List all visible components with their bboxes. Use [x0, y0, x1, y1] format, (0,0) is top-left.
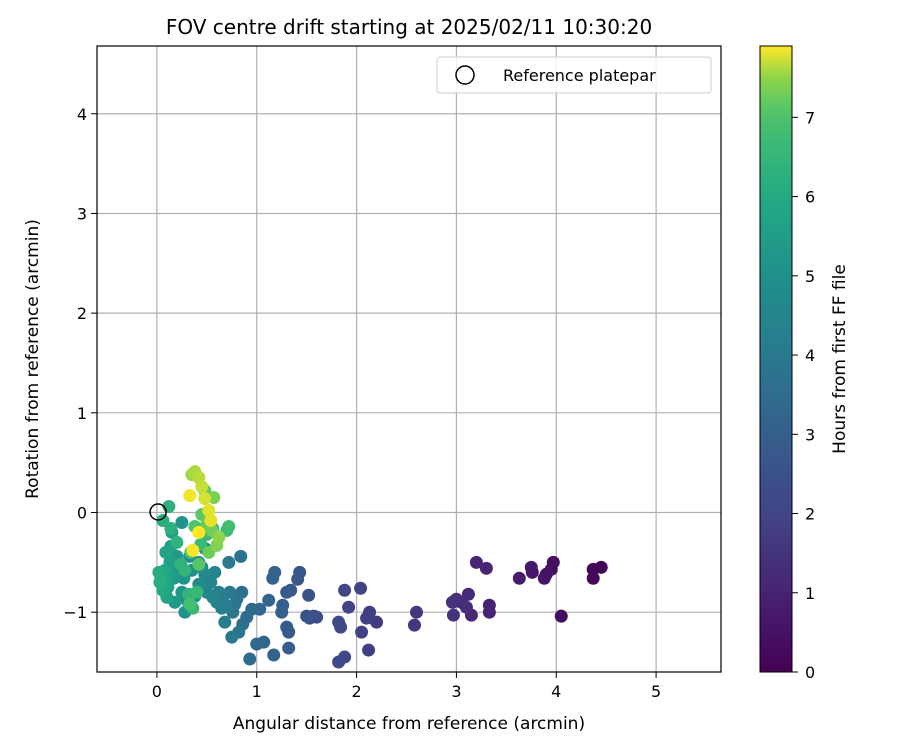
- legend-entry-reference-platepar: Reference platepar: [503, 66, 656, 85]
- data-point: [300, 609, 314, 623]
- data-point: [482, 605, 496, 619]
- data-point: [156, 513, 170, 527]
- x-axis-ticks: 0 1 2 3 4 5: [152, 672, 661, 701]
- colorbar-ticks: 0 1 2 3 4 5 6 7: [792, 108, 815, 682]
- data-point: [332, 615, 346, 629]
- data-point: [302, 588, 316, 602]
- data-point: [362, 643, 376, 657]
- scatter-points: [152, 465, 608, 669]
- colorbar-tick-label: 6: [805, 188, 815, 207]
- colorbar-tick-label: 3: [805, 425, 815, 444]
- colorbar-tick-label: 4: [805, 346, 815, 365]
- data-point: [152, 565, 166, 579]
- data-point: [204, 513, 218, 527]
- data-point: [586, 571, 600, 585]
- data-point: [409, 605, 423, 619]
- data-point: [212, 530, 226, 544]
- data-point: [342, 600, 356, 614]
- x-tick-label: 5: [651, 682, 661, 701]
- data-point: [170, 535, 184, 549]
- data-point: [524, 560, 538, 574]
- data-point: [554, 609, 568, 623]
- plot-frame: [96, 45, 722, 673]
- data-point: [262, 593, 276, 607]
- data-point: [164, 521, 178, 535]
- data-point: [446, 608, 460, 622]
- data-point: [280, 620, 294, 634]
- data-point: [370, 615, 384, 629]
- y-tick-label: 1: [77, 404, 87, 423]
- x-tick-label: 1: [252, 682, 262, 701]
- data-point: [243, 652, 257, 666]
- grid-lines: [97, 46, 721, 672]
- data-point: [355, 625, 369, 639]
- chart-title: FOV centre drift starting at 2025/02/11 …: [166, 15, 652, 39]
- data-point: [512, 571, 526, 585]
- data-point: [267, 648, 281, 662]
- x-axis-label: Angular distance from reference (arcmin): [233, 714, 585, 734]
- data-point: [338, 583, 352, 597]
- data-point: [445, 595, 459, 609]
- data-point: [360, 611, 374, 625]
- data-point: [208, 565, 222, 579]
- colorbar-tick-label: 5: [805, 267, 815, 286]
- y-tick-label: 0: [77, 504, 87, 523]
- data-point: [178, 563, 192, 577]
- colorbar-gradient: [760, 46, 792, 672]
- data-point: [195, 480, 209, 494]
- data-point: [202, 504, 216, 518]
- data-point: [479, 561, 493, 575]
- data-point: [186, 543, 200, 557]
- y-tick-label: 4: [77, 105, 87, 124]
- colorbar-tick-label: 7: [805, 108, 815, 127]
- data-point: [266, 571, 280, 585]
- y-tick-label: −1: [63, 603, 87, 622]
- x-tick-label: 4: [551, 682, 561, 701]
- data-point: [192, 557, 206, 571]
- data-point: [282, 641, 296, 655]
- legend-marker-reference-platepar: [455, 65, 475, 85]
- data-point: [183, 489, 197, 503]
- data-point: [407, 618, 421, 632]
- data-point: [183, 597, 197, 611]
- y-axis-label: Rotation from reference (arcmin): [23, 219, 43, 499]
- data-point: [234, 549, 248, 563]
- data-point: [200, 585, 214, 599]
- legend-box: [436, 56, 712, 94]
- data-point: [280, 585, 294, 599]
- data-point: [250, 637, 264, 651]
- colorbar-label: Hours from first FF file: [830, 264, 850, 454]
- colorbar-tick-label: 2: [805, 505, 815, 524]
- data-point: [332, 655, 346, 669]
- data-point: [537, 571, 551, 585]
- y-tick-label: 2: [77, 304, 87, 323]
- data-point: [354, 581, 368, 595]
- data-point: [175, 515, 189, 529]
- colorbar-frame: [759, 45, 793, 673]
- data-point: [222, 519, 236, 533]
- data-point: [198, 492, 212, 506]
- y-tick-label: 3: [77, 204, 87, 223]
- data-point: [218, 615, 232, 629]
- data-point: [586, 562, 600, 576]
- legend: Reference platepar: [436, 56, 712, 94]
- data-point: [222, 555, 236, 569]
- data-point: [190, 585, 204, 599]
- data-point: [275, 605, 289, 619]
- x-tick-label: 3: [451, 682, 461, 701]
- x-tick-label: 0: [152, 682, 162, 701]
- data-point: [225, 630, 239, 644]
- data-point: [159, 545, 173, 559]
- data-point: [469, 555, 483, 569]
- x-tick-label: 2: [351, 682, 361, 701]
- colorbar-tick-label: 1: [805, 584, 815, 603]
- y-axis-ticks: −1 0 1 2 3 4: [63, 105, 97, 622]
- data-point: [291, 572, 305, 586]
- colorbar-tick-label: 0: [805, 663, 815, 682]
- data-point: [192, 525, 206, 539]
- reference-platepar-marker: [149, 503, 167, 521]
- data-point: [153, 575, 167, 589]
